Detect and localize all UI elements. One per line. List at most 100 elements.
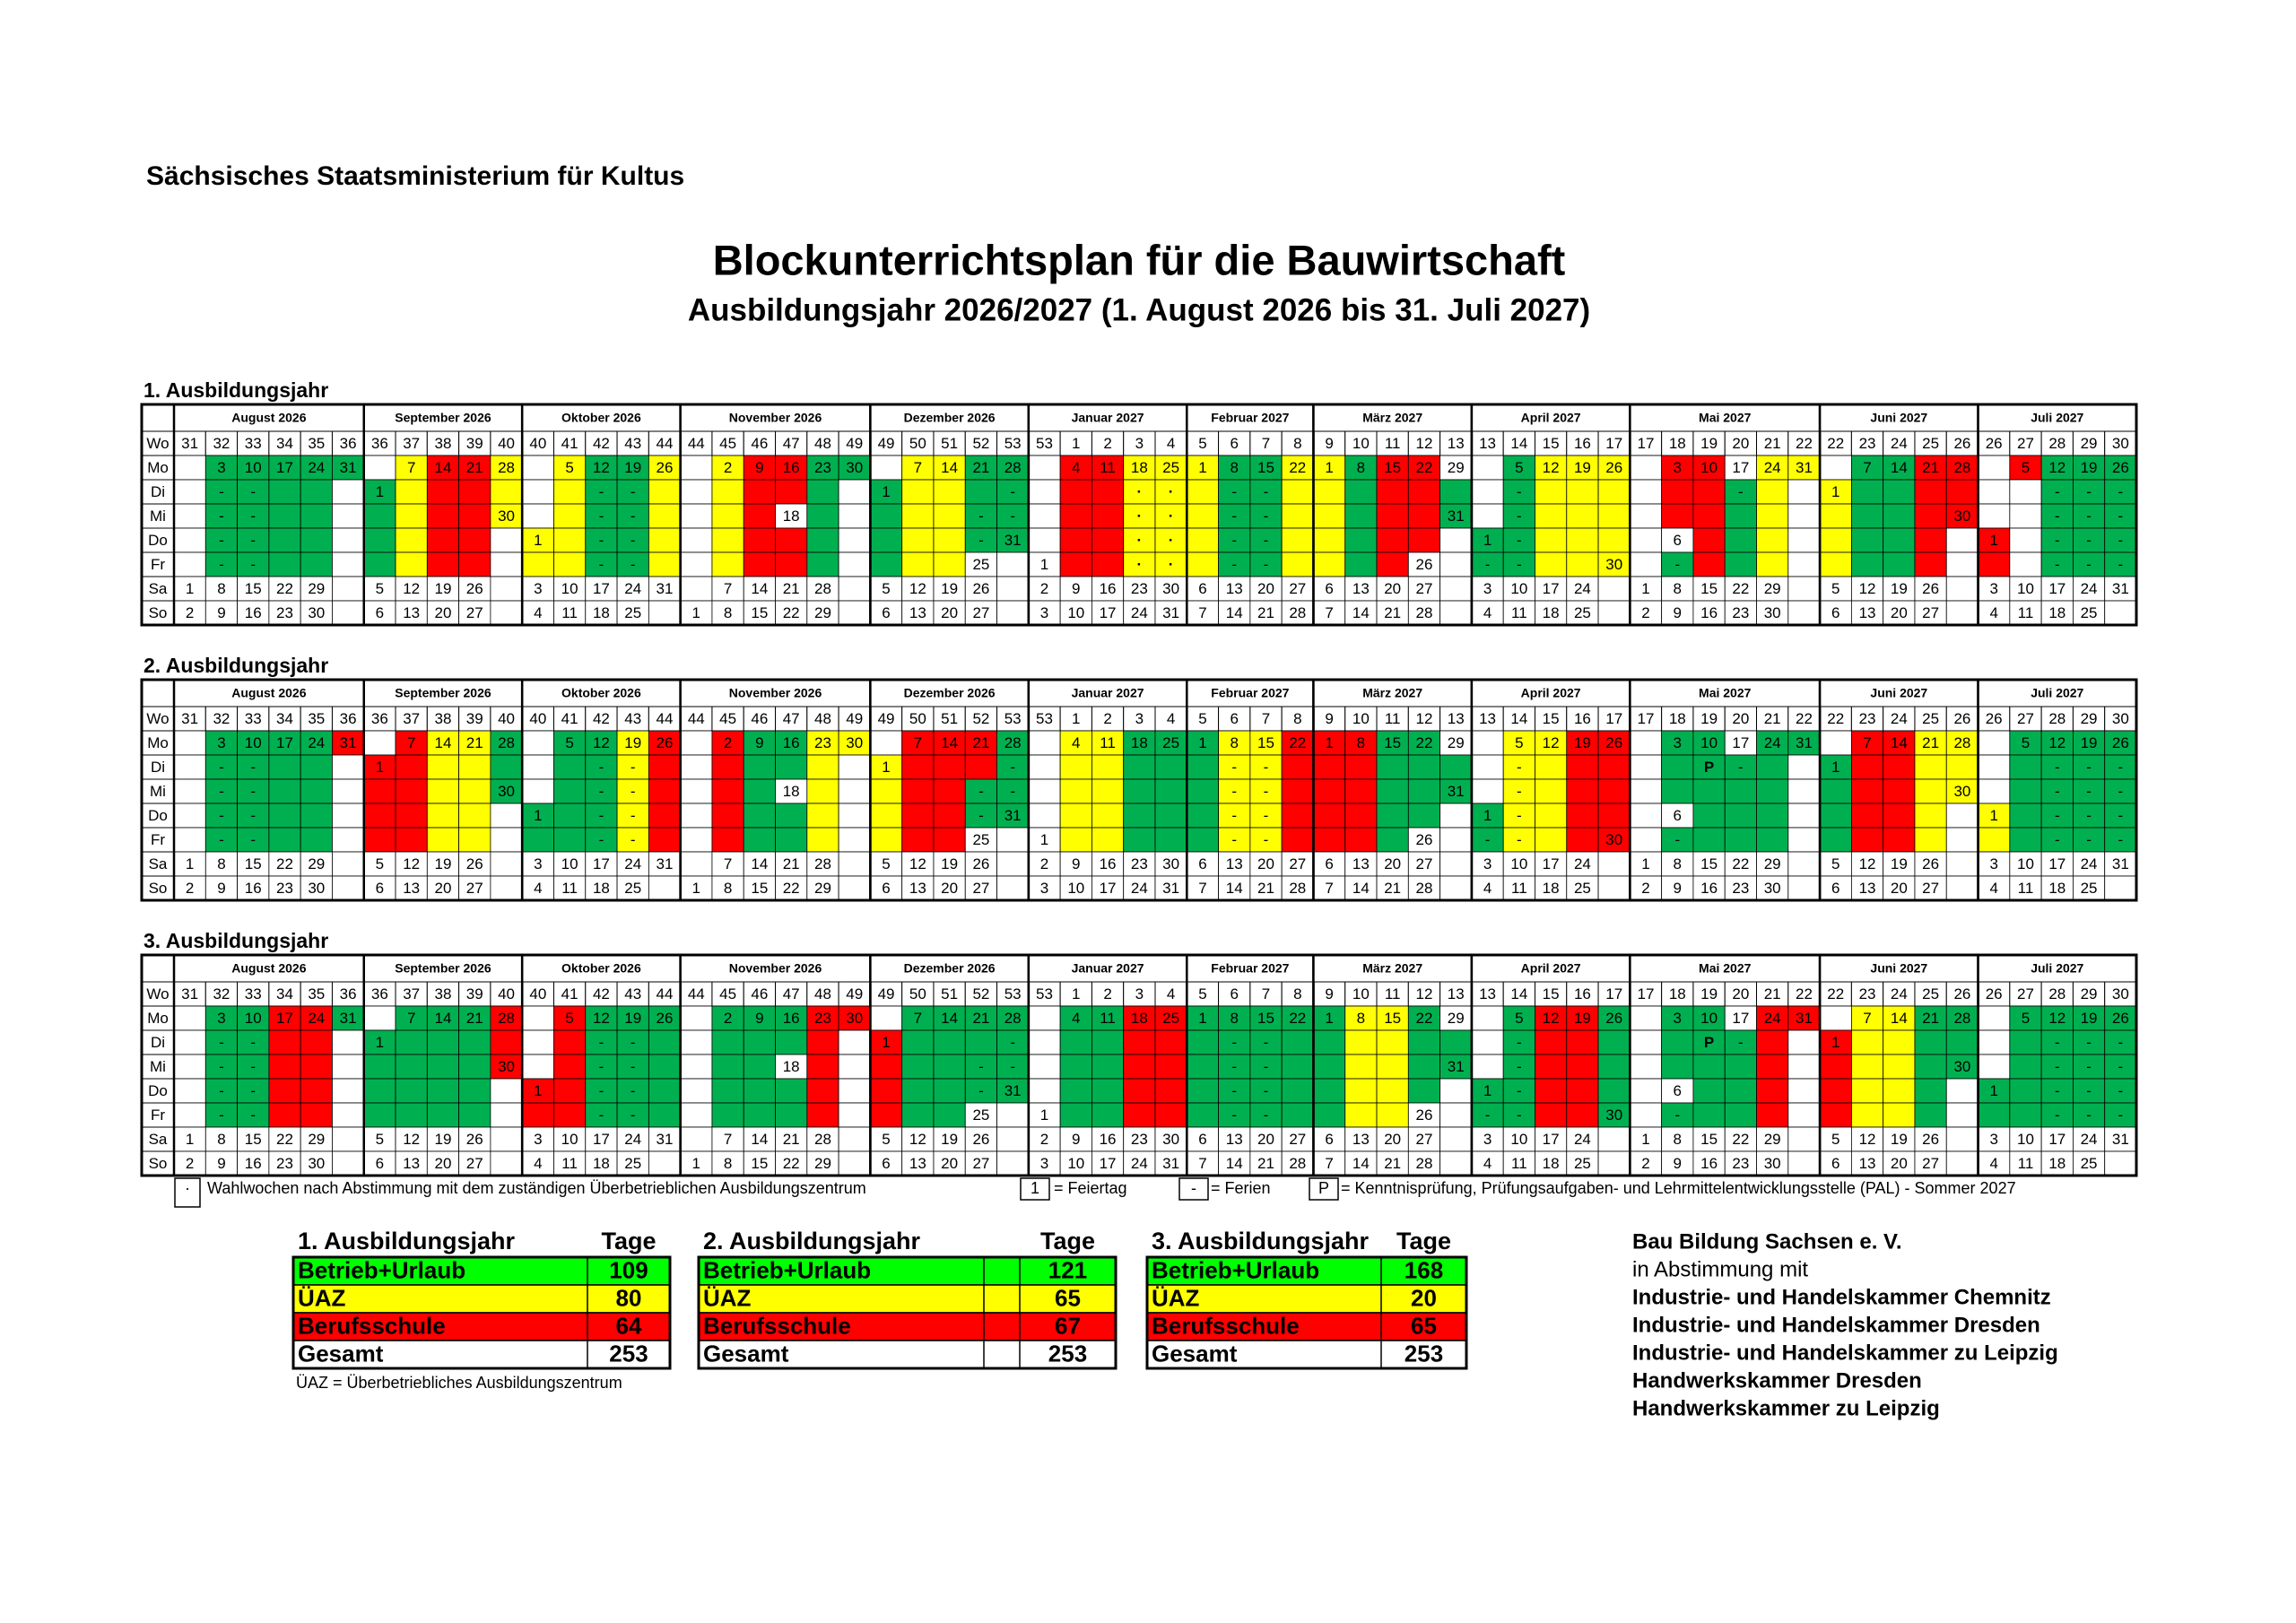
day-text: 4 [534,604,542,621]
month-name: Mai 2027 [1699,961,1752,976]
week-number: 18 [1669,435,1686,452]
day-cell [395,754,428,780]
day-text: 27 [972,880,989,897]
week-number: 12 [1416,985,1433,1002]
day-cell [1344,778,1378,804]
day-cell [268,803,301,829]
day-text: 10 [1067,880,1084,897]
day-text: 19 [1574,734,1591,751]
day-text: - [250,807,256,824]
day-cell [616,455,649,481]
day-cell [173,527,206,553]
day-cell [204,754,238,780]
day-text: 5 [882,855,890,872]
summary-label: Gesamt [703,1340,789,1367]
day-cell [395,730,428,756]
day-text: 3 [1040,880,1048,897]
day-cell [268,851,301,877]
day-cell [1059,730,1092,756]
day-cell [521,1005,554,1031]
day-text: 11 [1511,880,1527,897]
cell [933,706,966,732]
legend-symbol: P [1318,1179,1329,1197]
week-number: 2 [1103,435,1111,452]
day-text: 28 [1416,604,1433,621]
day-text: 21 [972,459,989,476]
day-cell [585,778,618,804]
day-cell [648,1029,682,1055]
day-cell [1566,479,1599,505]
day-cell [237,851,270,877]
day-text: 1 [1831,483,1839,500]
day-text: 31 [2112,855,2129,872]
day-text: 1 [1483,1082,1492,1099]
day-text: 9 [217,604,225,621]
summary-value: 168 [1405,1256,1443,1283]
day-text: 1 [882,483,890,500]
day-text: 31 [340,734,357,751]
day-cell [553,503,587,529]
row-label: Mo [147,459,169,476]
day-text: - [1231,831,1237,848]
day-text: 31 [1448,1058,1465,1075]
day-text: 8 [1230,459,1238,476]
day-cell [1787,1126,1821,1152]
day-cell [1756,1078,1789,1104]
day-text: 31 [2112,580,2129,597]
day-cell [2040,754,2074,780]
day-cell [1978,455,2011,481]
day-cell [173,730,206,756]
day-cell [2009,600,2042,626]
week-number: 40 [529,710,546,727]
day-cell [1154,851,1187,877]
day-text: 17 [1543,855,1560,872]
day-cell [521,576,554,602]
day-text: 9 [1674,880,1682,897]
day-cell [743,455,776,481]
day-cell [711,875,744,901]
day-cell [1756,551,1789,577]
day-text: 1 [376,1034,384,1051]
week-number: 4 [1167,435,1175,452]
week-number: 44 [688,435,705,452]
day-cell [1756,778,1789,804]
day-text: 21 [783,580,800,597]
day-text: 1 [534,532,542,549]
day-cell [1376,851,1409,877]
day-cell [268,1054,301,1080]
day-cell [1883,1029,1916,1055]
day-cell [1629,778,1663,804]
day-cell [1850,827,1884,853]
day-cell [1692,1054,1726,1080]
day-cell [648,875,682,901]
day-cell [1028,576,1061,602]
day-cell [680,778,713,804]
week-number: 22 [1796,435,1813,452]
day-text: 16 [1100,580,1117,597]
day-cell [395,1102,428,1128]
day-cell [711,1078,744,1104]
day-text: - [1231,807,1237,824]
day-text: 1 [376,483,384,500]
day-cell [204,576,238,602]
day-cell [838,479,871,505]
day-cell [680,1078,713,1104]
day-text: - [1517,783,1522,800]
day-cell [711,754,744,780]
day-text: 10 [1700,734,1718,751]
week-number: 23 [1859,985,1876,1002]
day-cell [1692,600,1726,626]
day-text: 11 [561,1155,578,1172]
cell [1154,706,1187,732]
day-cell [1914,778,1947,804]
day-text: 25 [1162,734,1179,751]
day-cell [1597,1150,1631,1176]
day-cell [1281,455,1314,481]
week-number: 45 [719,435,736,452]
month-name: Dezember 2026 [904,686,996,700]
day-cell [1566,1029,1599,1055]
week-number: 38 [435,435,452,452]
day-cell [521,479,554,505]
day-text: 1 [1040,1107,1048,1124]
day-cell [838,551,871,577]
